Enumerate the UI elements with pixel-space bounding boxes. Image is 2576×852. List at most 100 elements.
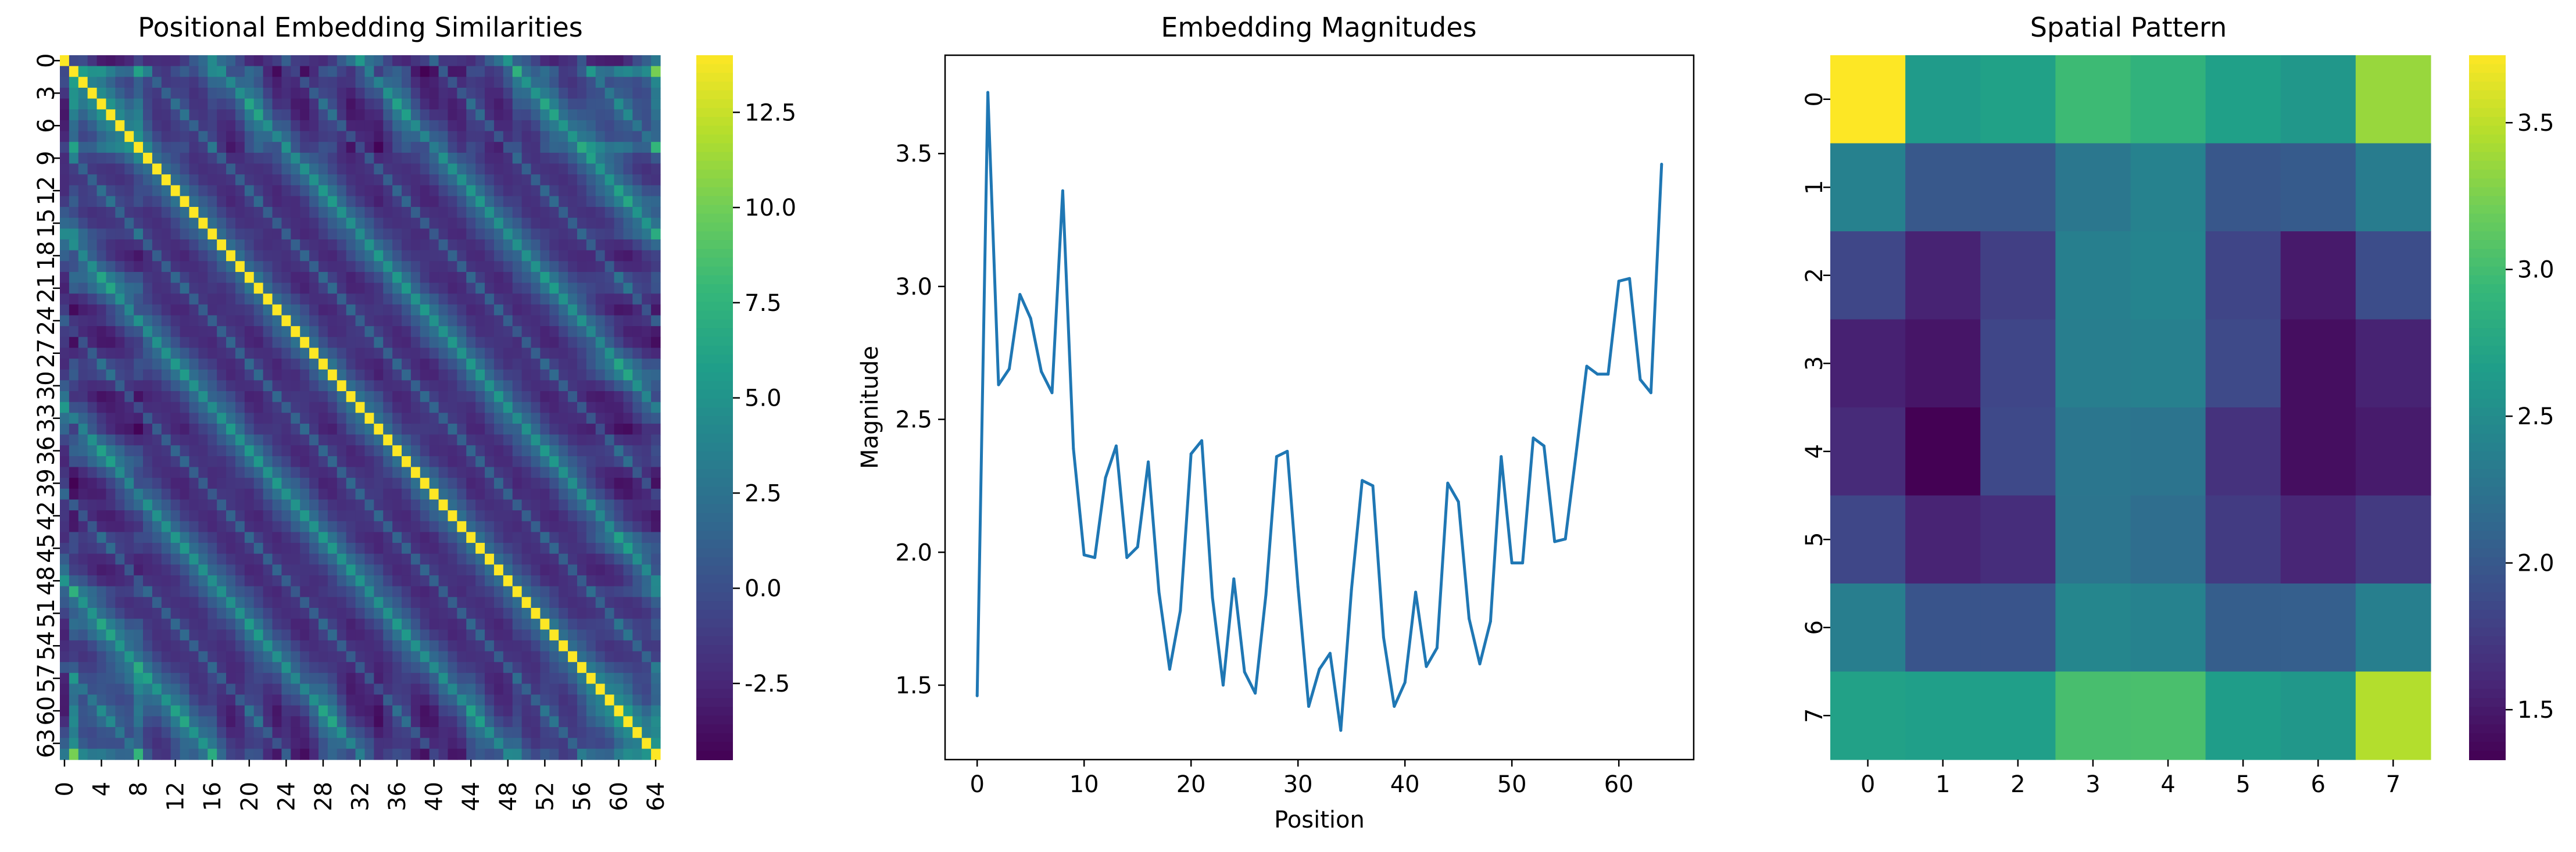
heatmap-cell xyxy=(300,510,310,522)
heatmap-cell xyxy=(512,749,523,760)
heatmap-cell xyxy=(180,662,190,674)
heatmap-cell xyxy=(87,391,98,403)
heatmap-cell xyxy=(124,336,134,349)
heatmap-cell xyxy=(651,488,661,500)
heatmap-cell xyxy=(78,250,88,262)
heatmap-cell xyxy=(577,131,587,142)
heatmap-cell xyxy=(272,185,282,196)
heatmap-cell xyxy=(78,672,88,685)
heatmap-cell xyxy=(235,261,245,273)
heatmap-cell xyxy=(152,369,162,381)
heatmap-cell xyxy=(337,532,347,543)
heatmap-cell xyxy=(152,304,162,316)
heatmap-cell xyxy=(207,380,217,392)
heatmap-cell xyxy=(106,672,116,685)
heatmap-cell xyxy=(642,695,652,706)
heatmap-cell xyxy=(244,131,255,142)
heatmap-cell xyxy=(189,380,199,392)
heatmap-cell xyxy=(559,651,568,663)
heatmap-cell xyxy=(595,87,606,99)
heatmap-cell xyxy=(503,716,513,728)
heatmap-cell xyxy=(485,77,495,88)
heatmap-cell xyxy=(392,163,402,175)
heatmap-cell xyxy=(124,716,134,728)
heatmap-cell xyxy=(568,336,578,349)
heatmap-cell xyxy=(577,66,587,77)
heatmap-cell xyxy=(226,564,236,576)
heatmap-cell xyxy=(568,575,578,587)
spatial-heatmap xyxy=(1830,55,2431,760)
heatmap-cell xyxy=(614,445,624,457)
heatmap-cell xyxy=(457,109,467,121)
heatmap-cell xyxy=(60,521,70,533)
heatmap-cell xyxy=(448,434,457,446)
heatmap-cell xyxy=(475,478,485,489)
heatmap-cell xyxy=(217,359,227,370)
heatmap-cell xyxy=(60,683,70,695)
heatmap-cell xyxy=(152,488,162,500)
heatmap-cell xyxy=(300,207,310,219)
heatmap-cell xyxy=(614,380,624,392)
heatmap-cell xyxy=(374,618,384,630)
heatmap-cell xyxy=(263,239,273,251)
heatmap-cell xyxy=(364,607,374,620)
heatmap-cell xyxy=(263,532,273,543)
heatmap-cell xyxy=(604,521,615,533)
heatmap-cell xyxy=(300,55,310,67)
heatmap-cell xyxy=(60,413,70,424)
heatmap-cell xyxy=(226,651,236,663)
heatmap-cell xyxy=(60,575,70,587)
similarity-panel: Positional Embedding Similarities 0 4 8 12 1… xyxy=(33,12,796,811)
heatmap-cell xyxy=(124,521,134,533)
heatmap-cell xyxy=(586,174,596,186)
heatmap-cell xyxy=(327,271,338,284)
heatmap-cell xyxy=(115,77,125,88)
heatmap-cell xyxy=(493,695,504,706)
heatmap-cell xyxy=(392,456,402,468)
heatmap-cell xyxy=(115,478,125,489)
heatmap-cell xyxy=(143,423,153,435)
heatmap-cell xyxy=(309,304,319,316)
heatmap-cell xyxy=(512,77,523,88)
data-point xyxy=(1114,444,1118,448)
heatmap-cell xyxy=(632,705,642,717)
heatmap-cell xyxy=(291,716,300,728)
x-tick-label: 0 xyxy=(52,782,78,796)
heatmap-cell xyxy=(642,456,652,468)
heatmap-cell xyxy=(531,672,541,685)
heatmap-cell xyxy=(152,662,162,674)
heatmap-cell xyxy=(521,705,532,717)
heatmap-cell xyxy=(281,304,291,316)
heatmap-cell xyxy=(503,640,513,652)
heatmap-cell xyxy=(198,478,208,489)
heatmap-cell xyxy=(503,738,513,749)
heatmap-cell xyxy=(207,348,217,359)
spatial-colorbar-gradient-step xyxy=(2469,222,2506,232)
heatmap-cell xyxy=(318,261,328,273)
heatmap-cell xyxy=(420,575,430,587)
heatmap-cell xyxy=(60,185,70,196)
spatial-colorbar-gradient-step xyxy=(2469,213,2506,223)
heatmap-cell xyxy=(235,618,245,630)
heatmap-cell xyxy=(410,434,421,446)
heatmap-cell xyxy=(568,66,578,77)
heatmap-cell xyxy=(87,402,98,413)
heatmap-cell xyxy=(346,271,356,284)
heatmap-cell xyxy=(540,618,550,630)
heatmap-cell xyxy=(402,261,412,273)
heatmap-cell xyxy=(632,467,642,478)
heatmap-cell xyxy=(337,66,347,77)
heatmap-cell xyxy=(383,66,393,77)
heatmap-cell xyxy=(595,564,606,576)
heatmap-cell xyxy=(291,131,300,142)
heatmap-cell xyxy=(291,467,300,478)
heatmap-cell xyxy=(374,98,384,110)
heatmap-cell xyxy=(198,185,208,196)
heatmap-cell xyxy=(253,651,264,663)
heatmap-cell xyxy=(337,716,347,728)
heatmap-cell xyxy=(595,478,606,489)
heatmap-cell xyxy=(78,391,88,403)
x-tick-label: 10 xyxy=(1069,771,1099,798)
heatmap-cell xyxy=(235,336,245,349)
heatmap-cell xyxy=(475,348,485,359)
